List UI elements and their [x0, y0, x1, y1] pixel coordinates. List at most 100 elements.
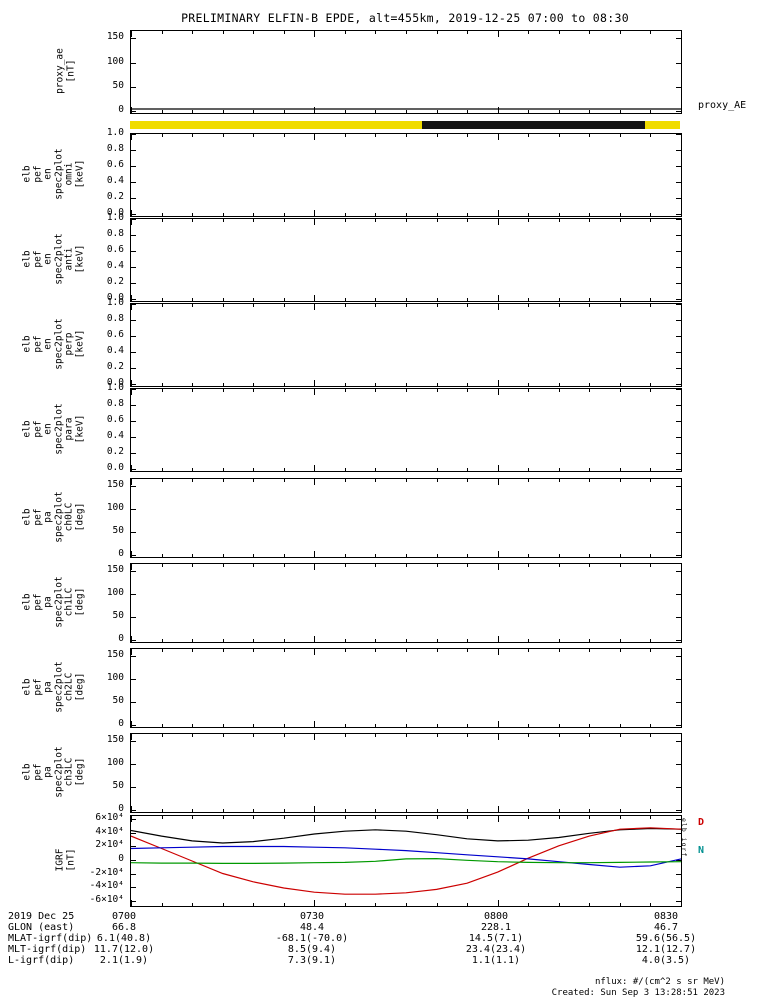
x-tick-mark: [406, 383, 407, 386]
x-tick-mark: [650, 298, 652, 301]
x-tick-mark: [558, 724, 560, 727]
y-tick-mark: [676, 900, 681, 902]
x-tick-mark: [375, 304, 377, 307]
panel-ylabel-line: para: [63, 417, 75, 441]
y-tick-mark: [676, 570, 681, 572]
y-tick-mark: [676, 873, 681, 875]
panel-ylabel-line: pa: [42, 681, 54, 693]
x-tick-mark: [681, 806, 682, 812]
x-tick-mark: [344, 298, 346, 301]
x-tick-mark: [375, 31, 377, 34]
x-tick-mark: [406, 31, 407, 34]
panel-ylabel-line: pa: [42, 766, 54, 778]
x-tick-mark: [467, 110, 469, 113]
y-tick-label: 0: [118, 104, 124, 115]
y-tick-mark: [131, 786, 136, 788]
x-tick-mark: [681, 564, 682, 570]
x-tick-mark: [344, 110, 346, 113]
x-tick-mark: [192, 110, 194, 113]
panel-ylabel-line: elb: [21, 250, 33, 268]
x-tick-mark: [650, 639, 652, 642]
y-tick-mark: [131, 887, 136, 889]
footer-value: 66.8: [111, 922, 137, 933]
y-tick-mark: [131, 421, 136, 422]
x-tick-mark: [619, 304, 621, 307]
x-tick-mark: [436, 564, 438, 567]
x-tick-mark: [528, 809, 530, 812]
x-tick-mark: [467, 639, 469, 642]
footer-row-label: MLT-igrf(dip): [8, 944, 87, 955]
x-tick-mark: [253, 734, 255, 737]
x-tick-mark: [589, 554, 591, 557]
x-tick-mark: [192, 383, 194, 386]
y-tick-mark: [131, 214, 136, 215]
x-tick-mark: [406, 110, 407, 113]
x-tick-mark: [344, 219, 346, 222]
x-tick-mark: [283, 134, 285, 137]
x-tick-mark: [192, 903, 194, 906]
x-tick-mark: [558, 734, 560, 737]
x-tick-mark: [681, 295, 682, 301]
footer-value: 23.4(23.4): [465, 944, 527, 955]
y-tick-mark: [131, 352, 136, 353]
x-tick-mark: [406, 724, 407, 727]
x-tick-mark: [253, 383, 255, 386]
x-tick-mark: [528, 298, 530, 301]
x-tick-mark: [467, 31, 469, 34]
x-tick-mark: [283, 903, 285, 906]
x-tick-mark: [467, 564, 469, 567]
x-tick-mark: [589, 724, 591, 727]
x-tick-mark: [314, 479, 316, 485]
x-tick-mark: [131, 31, 132, 37]
x-tick-mark: [344, 734, 346, 737]
x-tick-mark: [283, 383, 285, 386]
x-tick-mark: [314, 107, 316, 113]
x-tick-mark: [314, 295, 316, 301]
y-tick-label: 0: [118, 548, 124, 559]
y-tick-mark: [131, 485, 136, 487]
x-tick-mark: [161, 734, 163, 737]
x-tick-mark: [589, 734, 591, 737]
y-tick-label: 0.6: [106, 414, 124, 425]
x-tick-mark: [436, 298, 438, 301]
x-tick-mark: [619, 298, 621, 301]
x-tick-mark: [681, 210, 682, 216]
nflux-units-note: nflux: #/(cm^2 s sr MeV): [594, 977, 725, 987]
y-tick-mark: [131, 304, 136, 305]
y-tick-mark: [131, 846, 136, 848]
panel-ylabel-pa_ch3: elb pef pa spec2plot ch3LC [deg]: [22, 733, 86, 811]
panel-igrf: [130, 815, 682, 907]
x-tick-mark: [467, 134, 469, 137]
panel-ylabel-line: en: [42, 168, 54, 180]
y-tick-label: 0.4: [106, 345, 124, 356]
x-tick-mark: [497, 389, 499, 395]
x-tick-mark: [375, 110, 377, 113]
x-tick-mark: [375, 383, 377, 386]
x-tick-mark: [619, 903, 621, 906]
x-tick-mark: [314, 649, 316, 655]
x-tick-mark: [222, 734, 224, 737]
x-tick-mark: [283, 734, 285, 737]
x-tick-mark: [406, 554, 407, 557]
y-tick-label: 1.0: [106, 127, 124, 138]
y-tick-mark: [676, 531, 681, 533]
y-tick-mark: [131, 593, 136, 595]
x-tick-mark: [681, 721, 682, 727]
x-tick-mark: [467, 903, 469, 906]
x-tick-mark: [589, 564, 591, 567]
x-tick-mark: [436, 134, 438, 137]
x-tick-mark: [283, 219, 285, 222]
y-tick-label: 0.0: [106, 207, 124, 218]
x-tick-mark: [681, 636, 682, 642]
x-tick-mark: [283, 468, 285, 471]
x-tick-mark: [314, 551, 316, 557]
y-tick-mark: [676, 640, 681, 641]
proxy-ae-right-label: proxy_AE: [698, 100, 747, 111]
x-tick-mark: [283, 724, 285, 727]
x-tick-mark: [619, 639, 621, 642]
x-tick-mark: [344, 649, 346, 652]
x-tick-mark: [467, 389, 469, 392]
panel-ylabel-line: ch3LC: [63, 757, 75, 787]
x-tick-mark: [619, 383, 621, 386]
series-N: [131, 857, 681, 865]
